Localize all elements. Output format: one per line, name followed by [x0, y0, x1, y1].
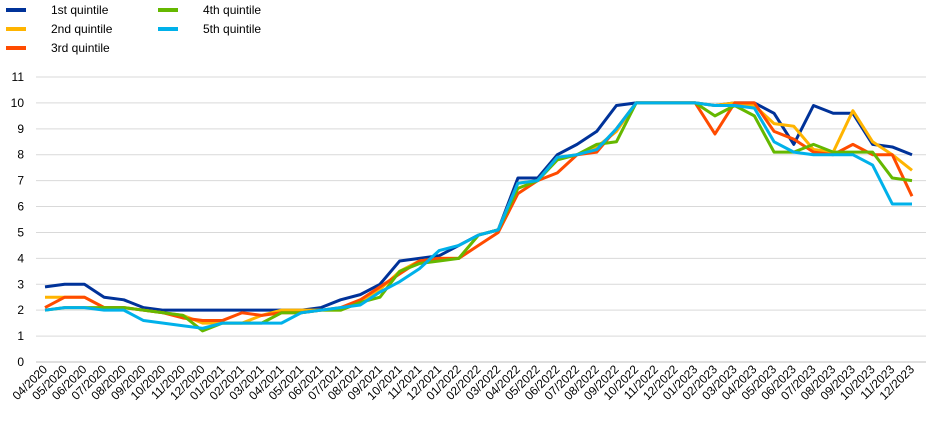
series-line	[44, 101, 913, 333]
y-tick-label: 10	[11, 96, 25, 110]
series-line	[44, 101, 912, 330]
y-tick-label: 9	[17, 122, 24, 136]
legend-label: 5th quintile	[203, 22, 261, 36]
y-tick-label: 8	[17, 148, 24, 162]
y-tick-label: 7	[17, 174, 24, 188]
legend-label: 3rd quintile	[51, 41, 110, 55]
y-tick-label: 5	[17, 225, 24, 239]
y-tick-label: 2	[17, 303, 24, 317]
y-tick-label: 0	[17, 355, 24, 369]
legend-label: 4th quintile	[203, 3, 261, 17]
y-tick-label: 1	[17, 329, 24, 343]
y-tick-label: 4	[17, 251, 24, 265]
legend-label: 1st quintile	[51, 3, 109, 17]
y-tick-label: 6	[17, 200, 24, 214]
legend-label: 2nd quintile	[51, 22, 113, 36]
y-tick-label: 3	[17, 277, 24, 291]
series-line	[44, 101, 914, 323]
y-tick-label: 11	[12, 70, 25, 84]
